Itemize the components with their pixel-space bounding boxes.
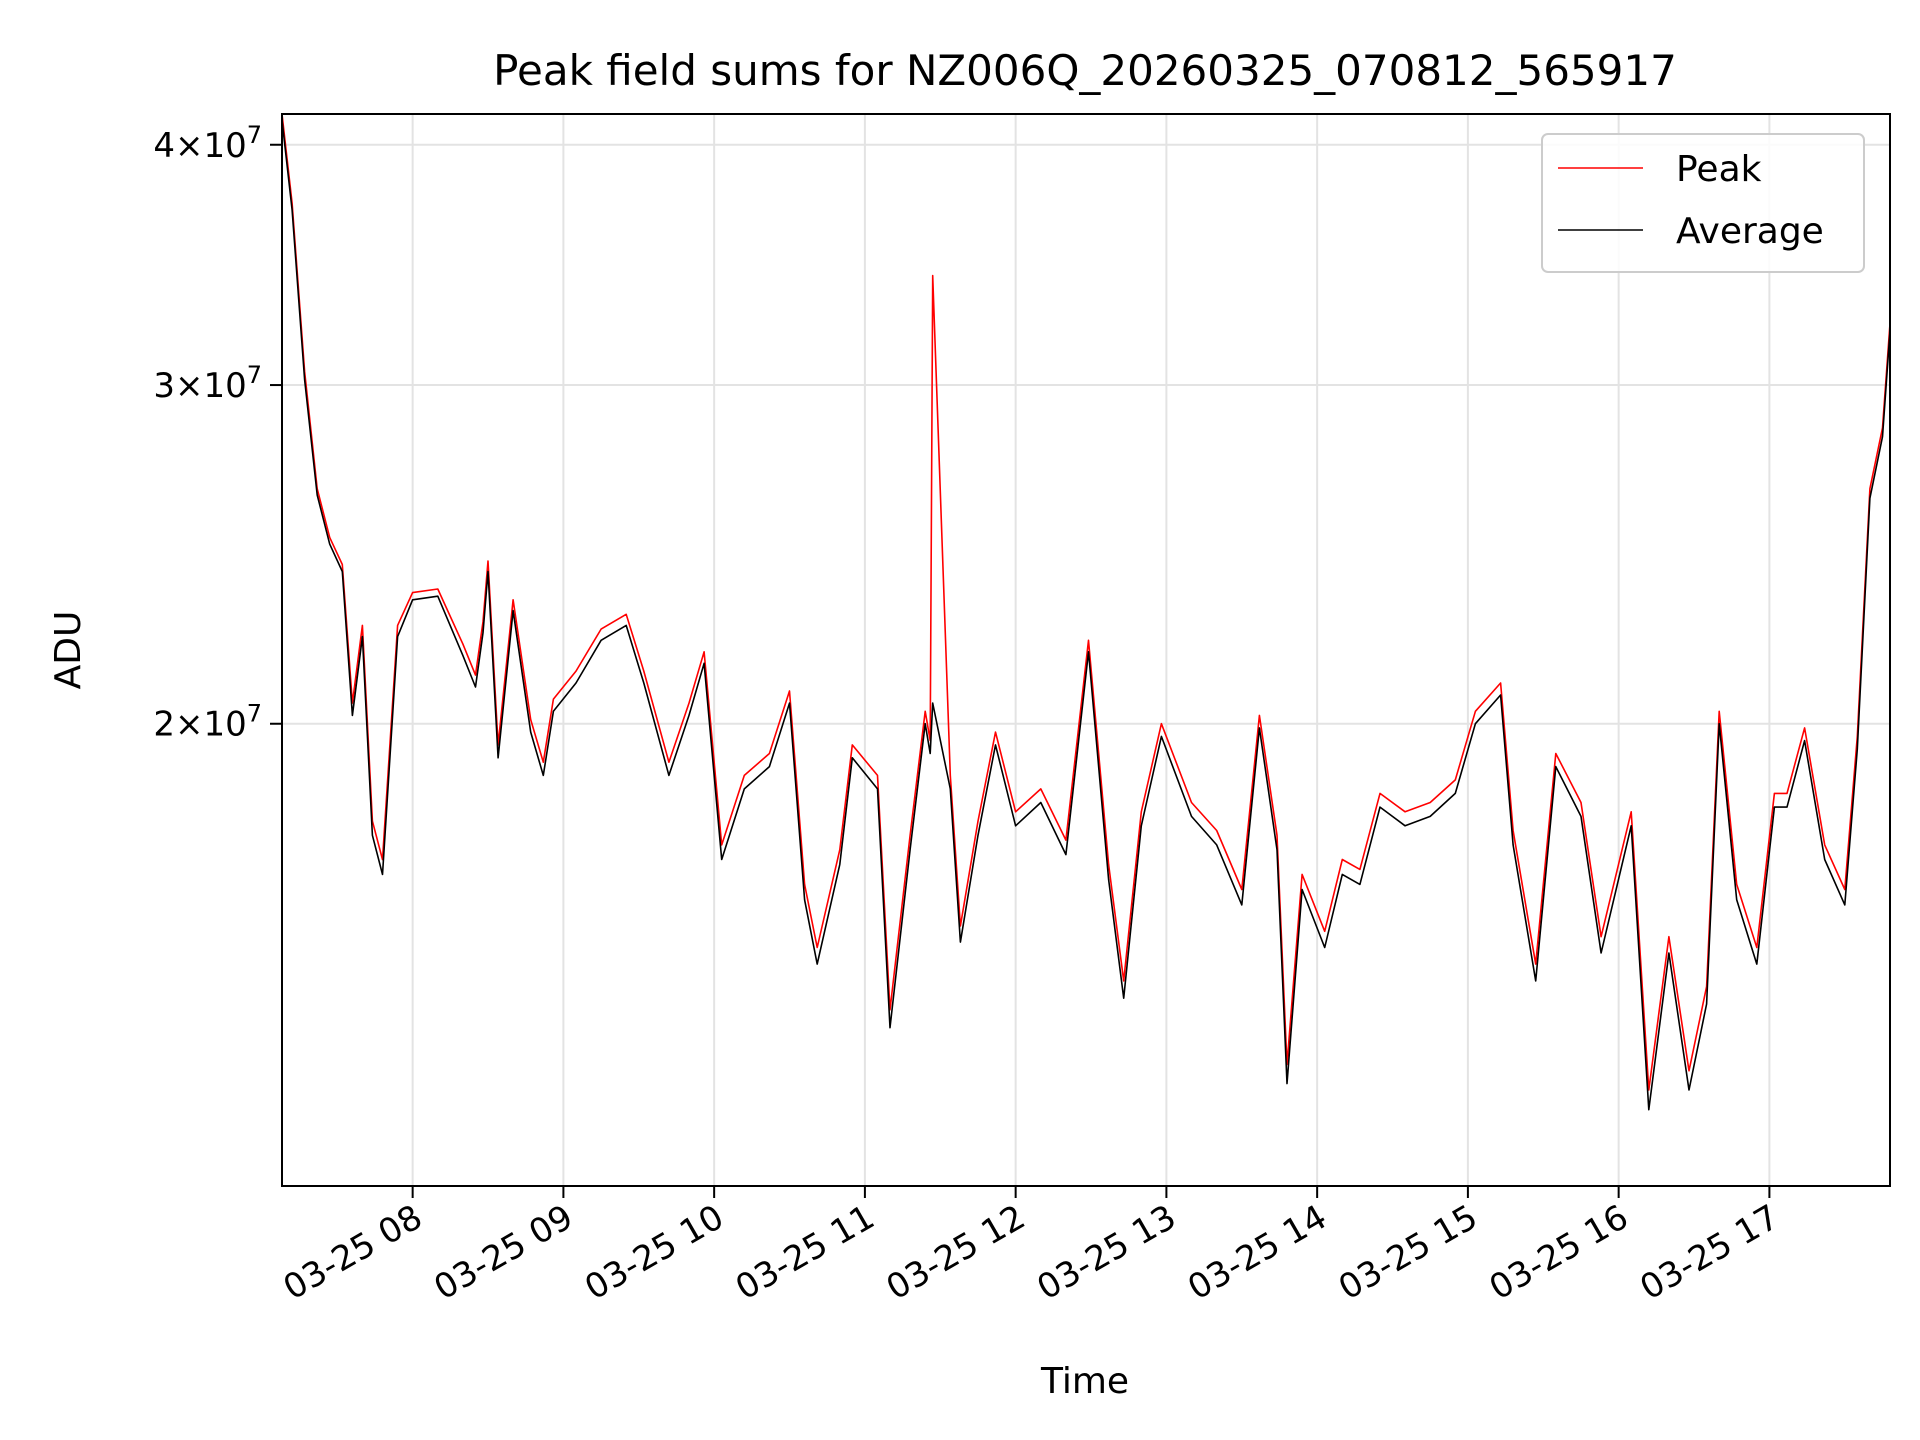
chart-title: Peak field sums for NZ006Q_20260325_0708…: [493, 46, 1677, 95]
x-axis-label: Time: [1040, 1361, 1129, 1402]
grid: [282, 114, 1890, 1186]
legend-label-peak: Peak: [1676, 149, 1762, 190]
legend-label-average: Average: [1676, 211, 1824, 252]
y-tick-exponent: 7: [247, 700, 262, 728]
plot-frame: [281, 113, 1891, 1187]
y-tick-label: 2×107: [153, 700, 262, 745]
y-axis-label: ADU: [48, 611, 89, 690]
legend: Peak Average: [1541, 133, 1865, 273]
y-tick-label: 3×107: [153, 361, 262, 406]
series-layer: [281, 113, 1891, 1111]
y-tick-exponent: 7: [247, 121, 262, 149]
y-tick-exponent: 7: [247, 361, 262, 389]
y-tick-label: 4×107: [153, 121, 262, 166]
series-line-peak: [281, 113, 1891, 1091]
series-line-average: [281, 120, 1891, 1111]
y-axis: 2×107 3×107 4×107: [153, 121, 282, 745]
